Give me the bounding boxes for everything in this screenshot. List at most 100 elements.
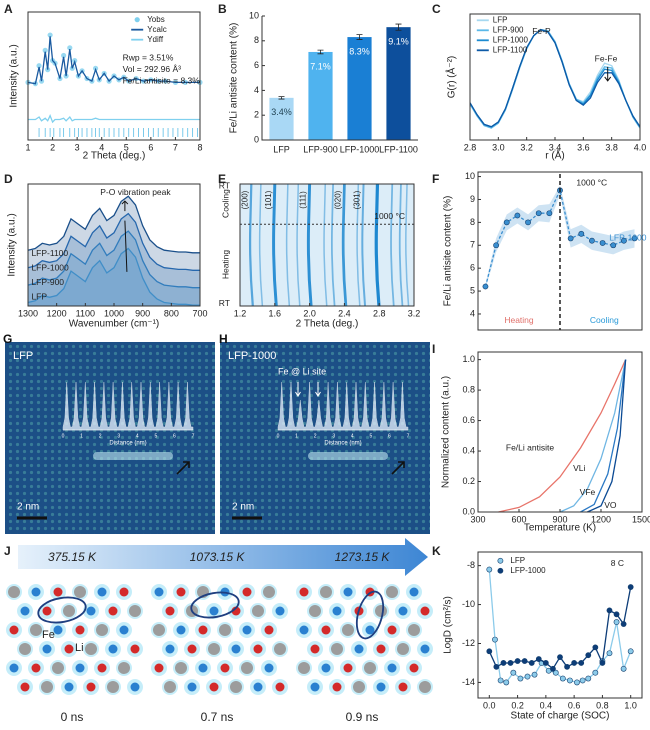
bar	[308, 51, 333, 140]
highlight	[190, 591, 240, 619]
atom	[252, 605, 264, 617]
series-label: LFP-900	[31, 277, 64, 287]
atom	[320, 586, 332, 598]
atom	[53, 587, 63, 597]
inset-tick-label: 7	[407, 433, 410, 439]
line	[27, 230, 200, 289]
marker	[592, 644, 599, 651]
plot-frame	[477, 351, 643, 513]
legend-label: LFP-900	[493, 25, 524, 34]
atom	[75, 625, 85, 635]
inset-axis-label: Distance (nm)	[324, 441, 361, 447]
marker	[546, 210, 553, 217]
x-tick-label: 1	[25, 142, 30, 152]
y-tick-label: 2	[254, 110, 259, 120]
x-tick-label: 3.6	[577, 142, 590, 152]
marker	[564, 663, 570, 670]
atom	[9, 625, 19, 635]
marker	[47, 32, 53, 38]
atom	[176, 587, 186, 597]
annotation: Heating	[504, 315, 534, 325]
atom	[108, 644, 118, 654]
atom	[353, 681, 365, 693]
arrow	[176, 461, 190, 475]
atom	[165, 644, 175, 654]
arrow	[295, 382, 301, 397]
peak-trace	[390, 183, 395, 307]
inset-tick-label: 2	[99, 433, 102, 439]
line	[469, 28, 641, 129]
temperature-arrow	[18, 538, 428, 576]
peak-trace	[323, 183, 328, 307]
peak-trace	[405, 183, 410, 307]
x-tick-label: 1200	[47, 308, 67, 318]
inset-tick-label: 6	[388, 433, 391, 439]
value-label: 9.1%	[388, 37, 409, 47]
marker	[620, 621, 627, 627]
temperature-label: 1273.15 K	[335, 550, 391, 564]
series-label: LFP	[31, 292, 47, 302]
x-axis-label: 2 Theta (deg.)	[296, 319, 359, 330]
atom	[420, 644, 430, 654]
error-bar	[278, 96, 285, 100]
peak-label: (101)	[264, 190, 273, 209]
x-tick-label: 3.0	[492, 142, 505, 152]
atom	[332, 606, 342, 616]
marker	[620, 237, 627, 244]
atom	[231, 606, 241, 616]
x-tick-label: 3.2	[408, 308, 421, 318]
x-tick-label: 0.4	[540, 700, 553, 710]
value-label: 7.1%	[310, 61, 331, 71]
marker	[579, 677, 586, 684]
error-bar	[395, 23, 402, 31]
peak-trace	[330, 183, 336, 307]
inset-tick-label: 2	[314, 433, 317, 439]
annotation: Fe/Li antisite = 8.3%	[123, 75, 201, 85]
peak-trace	[374, 183, 381, 307]
marker	[552, 669, 559, 676]
marker	[67, 45, 73, 51]
marker	[542, 660, 549, 666]
atom	[343, 663, 353, 673]
atom	[299, 625, 309, 635]
y-tick-label: 0.0	[462, 506, 475, 516]
marker	[578, 230, 585, 237]
atom	[154, 663, 164, 673]
annotation: Rwp = 3.51%	[123, 52, 174, 62]
marker	[613, 611, 620, 618]
marker	[507, 660, 514, 666]
inset-tick-label: 1	[80, 433, 83, 439]
annotation: Cooling	[590, 315, 619, 325]
marker	[592, 669, 599, 676]
marker	[482, 283, 489, 290]
plot-frame	[239, 183, 415, 307]
peak-trace	[398, 183, 404, 307]
atom	[209, 606, 219, 616]
atom	[409, 663, 419, 673]
inset-tick-label: 4	[351, 433, 354, 439]
x-tick-label: 300	[470, 514, 485, 524]
atom	[375, 605, 387, 617]
y-tick-label: 10	[249, 10, 259, 20]
atom	[275, 682, 285, 692]
peak-trace	[296, 183, 301, 307]
atom	[119, 587, 129, 597]
panel-letter: K	[432, 544, 441, 558]
atom	[187, 682, 197, 692]
y-axis-label: LogD (cm²/s)	[443, 596, 454, 654]
marker	[486, 648, 493, 655]
inset-tick-label: 5	[154, 433, 157, 439]
atom	[20, 606, 30, 616]
error-bar	[356, 34, 363, 40]
marker	[36, 63, 42, 69]
marker	[578, 660, 585, 666]
series-label: LFP-1100	[31, 248, 68, 258]
atom	[165, 606, 175, 616]
atom	[63, 605, 75, 617]
atom	[130, 682, 140, 692]
atom	[299, 587, 309, 597]
y-axis-label: Intensity (a.u.)	[7, 213, 18, 276]
marker	[631, 235, 638, 242]
atom	[310, 644, 320, 654]
atom	[154, 587, 164, 597]
